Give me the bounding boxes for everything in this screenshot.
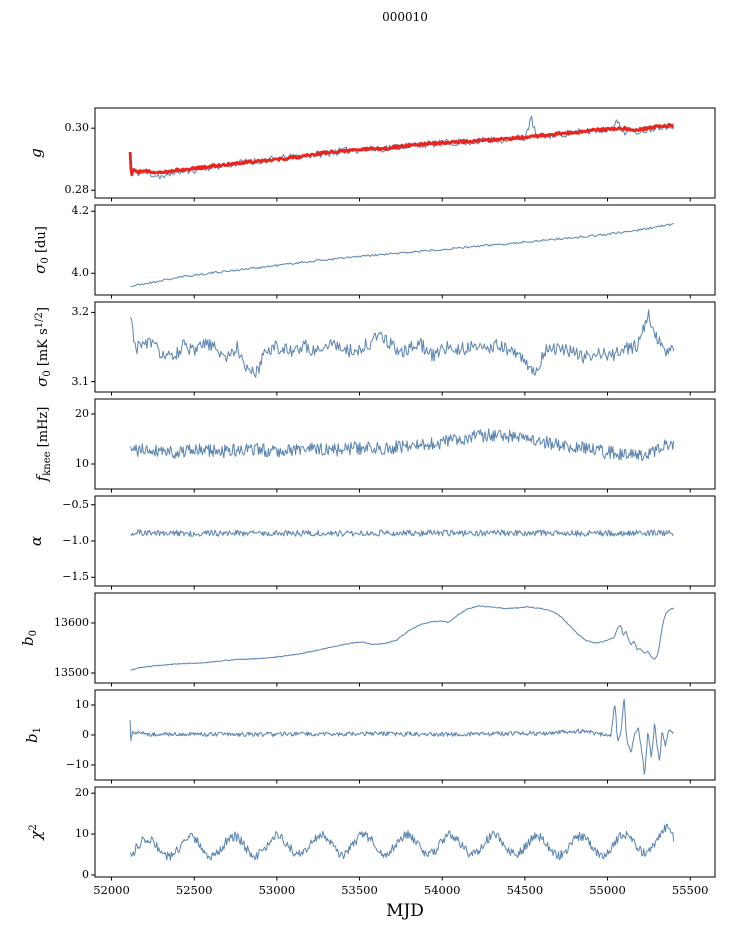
series-fknee xyxy=(130,428,675,462)
panel-b0 xyxy=(91,592,716,687)
series-chi2 xyxy=(130,823,675,861)
axes-frame-fknee xyxy=(94,398,716,490)
axes-frame-b0 xyxy=(94,592,716,684)
ytick-label-alpha: −1.0 xyxy=(62,534,89,547)
ytick-label-sigma0-du: 4.2 xyxy=(71,204,90,218)
ytick-label-chi2: 10 xyxy=(75,827,89,841)
ytick-label-fknee: 10 xyxy=(75,457,89,470)
xtick-label: 52500 xyxy=(175,883,213,897)
ytick-label-chi2: 0 xyxy=(82,867,89,881)
ytick-label-b0: 13600 xyxy=(54,616,89,629)
ytick-label-b0: 13500 xyxy=(54,666,89,679)
axes-frame-g xyxy=(94,107,716,199)
ytick-label-fknee: 20 xyxy=(75,407,89,420)
xtick-label: 52000 xyxy=(93,883,130,897)
ytick-label-sigma0-du: 4.0 xyxy=(71,266,90,280)
series-b1 xyxy=(129,698,674,775)
ytick-label-alpha: −0.5 xyxy=(62,497,89,511)
series-alpha xyxy=(130,529,675,537)
panel-sigma0-mks xyxy=(91,301,716,396)
panel-alpha xyxy=(91,495,716,590)
panel-b1 xyxy=(91,689,716,784)
xtick-label: 54000 xyxy=(423,883,461,897)
axes-frame-sigma0-du xyxy=(94,204,716,296)
xtick-label: 55000 xyxy=(589,883,626,897)
xtick-label: 53500 xyxy=(341,883,378,897)
series-g-smoothed xyxy=(128,123,675,177)
ytick-label-g: 0.28 xyxy=(64,183,90,197)
chart-title: 000010 xyxy=(382,10,428,24)
series-sigma0-du xyxy=(130,223,674,287)
xtick-label: 53000 xyxy=(258,883,296,897)
ytick-label-sigma0-mks: 3.1 xyxy=(71,374,90,388)
ytick-label-b1: −10 xyxy=(65,758,89,771)
ytick-label-g: 0.30 xyxy=(64,121,90,135)
y-axis-label-chi2: χ2 xyxy=(27,824,45,840)
ytick-label-b1: 0 xyxy=(82,728,89,741)
axes-frame-alpha xyxy=(94,495,716,587)
ytick-label-b1: 10 xyxy=(75,698,89,711)
ytick-label-sigma0-mks: 3.2 xyxy=(71,305,90,319)
axes-frame-chi2 xyxy=(94,786,716,878)
panel-chi2 xyxy=(91,786,716,881)
ytick-label-chi2: 20 xyxy=(75,786,89,800)
xtick-label: 54500 xyxy=(506,883,544,897)
series-sigma0-mks xyxy=(130,309,675,378)
panel-sigma0-du xyxy=(91,204,716,299)
x-axis-label: MJD xyxy=(386,901,424,921)
axes-frame-sigma0-mks xyxy=(94,301,716,393)
xtick-label: 55500 xyxy=(671,883,709,897)
ytick-label-alpha: −1.5 xyxy=(62,570,89,584)
panel-fknee xyxy=(91,398,716,493)
series-b0 xyxy=(130,605,674,671)
panel-g xyxy=(91,107,716,202)
